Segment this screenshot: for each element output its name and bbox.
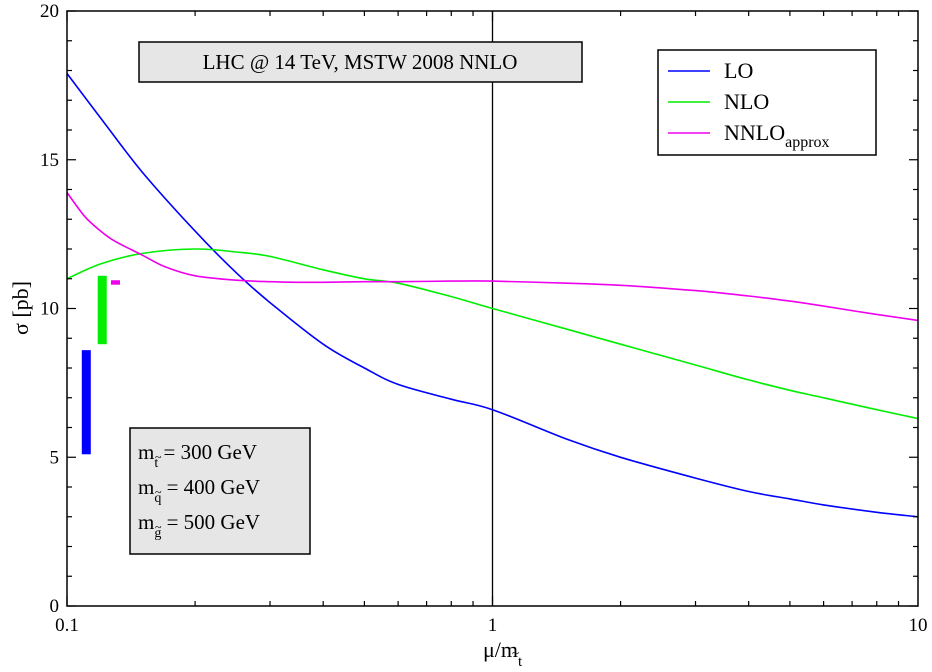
mass-box-frame [129,427,311,555]
mass-subscript-0: t [154,456,158,471]
mass-symbol-1: m [138,475,154,499]
axis-labels: σ [pb] μ/mt ~ [8,281,523,670]
uncertainty-bar-0 [81,350,91,455]
x-axis-label-sub: t [518,654,523,670]
legend-entry-main-2: NNLO [724,120,785,145]
mass-value-0: = 300 GeV [158,440,257,464]
legend-entry-0: LO [724,58,753,83]
mass-box: mt = 300 GeV~mq = 400 GeV~mg = 500 GeV~ [129,427,311,555]
legend-entry-2: NNLOapprox [724,120,830,151]
y-tick-label-1: 5 [50,447,60,468]
legend-entry-1: NLO [724,89,769,114]
y-tick-label-3: 15 [40,150,59,171]
title-box: LHC @ 14 TeV, MSTW 2008 NNLO [138,41,583,83]
mass-accent-0: ~ [155,450,162,464]
mass-symbol-2: m [138,510,154,534]
mass-line-2: mg = 500 GeV [138,510,260,541]
y-axis-label: σ [pb] [8,281,33,335]
series-line-2 [67,192,918,322]
x-axis-label: μ/mt [483,637,523,670]
y-tick-label-2: 10 [40,299,59,320]
mass-accent-1: ~ [155,485,162,499]
legend-entry-main-0: LO [724,58,753,83]
x-axis-label-accent: ~ [512,645,519,660]
x-tick-label-2: 10 [909,615,928,636]
plot-area: 0 5 10 15 20 0.1 1 10 [40,1,928,636]
mass-symbol-0: m [138,440,154,464]
series-line-0 [67,73,918,518]
y-tick-label-4: 20 [40,1,59,22]
series-curves [67,73,918,518]
mass-subscript-1: q [154,491,161,506]
x-tick-label-1: 1 [488,615,498,636]
y-tick-label-0: 0 [50,596,60,617]
mass-value-1: = 400 GeV [161,475,260,499]
legend: LO NLO NNLOapprox [657,49,877,156]
mass-line-1: mq = 400 GeV [138,475,260,506]
uncertainty-bar-1 [97,275,107,345]
mass-accent-2: ~ [155,520,162,534]
chart-title: LHC @ 14 TeV, MSTW 2008 NNLO [203,50,518,74]
series-line-1 [67,248,918,420]
mass-line-0: mt = 300 GeV [138,440,257,471]
mass-subscript-2: g [154,526,161,541]
x-axis-label-main: μ/m [483,637,518,662]
title-box-frame [138,41,583,83]
x-tick-label-0: 0.1 [55,615,79,636]
legend-entry-sub-2: approx [785,134,829,151]
uncertainty-bar-2 [110,280,120,285]
mass-value-2: = 500 GeV [161,510,260,534]
legend-entry-main-1: NLO [724,89,769,114]
